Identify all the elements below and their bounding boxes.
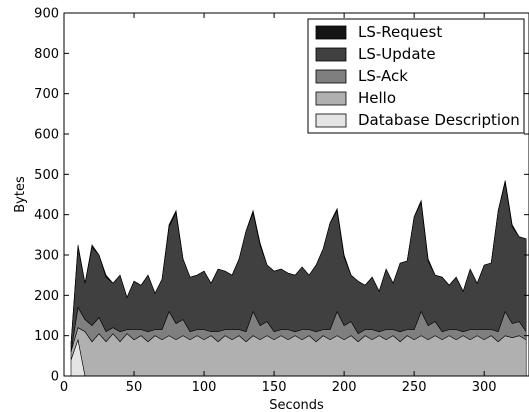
y-tick-label: 0 xyxy=(51,370,59,385)
y-axis-ticks: 0 100 200 300 400 500 600 700 800 900 xyxy=(34,7,529,385)
legend-label: LS-Request xyxy=(358,23,442,41)
legend-label: LS-Ack xyxy=(358,67,408,85)
area-ls-update xyxy=(70,182,527,352)
legend-swatch xyxy=(315,113,347,128)
x-tick-label: 300 xyxy=(472,380,497,395)
legend-label: Hello xyxy=(358,89,396,107)
y-tick-label: 600 xyxy=(34,128,59,143)
y-tick-label: 300 xyxy=(34,249,59,264)
x-axis-ticks: 0 50 100 150 200 250 300 xyxy=(60,13,497,395)
x-tick-label: 50 xyxy=(126,380,143,395)
plot-areas xyxy=(70,180,527,376)
legend-swatch xyxy=(315,91,347,106)
y-tick-label: 800 xyxy=(34,47,59,62)
x-tick-label: 0 xyxy=(60,380,68,395)
y-tick-label: 500 xyxy=(34,168,59,183)
y-tick-label: 900 xyxy=(34,7,59,22)
legend-swatch xyxy=(315,69,347,84)
y-tick-label: 100 xyxy=(34,329,59,344)
legend-label: LS-Update xyxy=(358,45,436,63)
y-tick-label: 400 xyxy=(34,208,59,223)
y-axis-label: Bytes xyxy=(13,176,28,213)
y-tick-label: 200 xyxy=(34,289,59,304)
legend-label: Database Description xyxy=(358,111,520,129)
legend-swatch xyxy=(315,25,347,40)
x-tick-label: 100 xyxy=(192,380,217,395)
x-tick-label: 150 xyxy=(262,380,287,395)
legend: LS-Request LS-Update LS-Ack Hello Database D… xyxy=(307,18,525,134)
y-tick-label: 700 xyxy=(34,87,59,102)
legend-swatch xyxy=(315,47,347,62)
x-tick-label: 200 xyxy=(332,380,357,395)
x-axis-label: Seconds xyxy=(269,398,324,412)
plot-frame xyxy=(63,12,529,377)
x-tick-label: 250 xyxy=(402,380,427,395)
